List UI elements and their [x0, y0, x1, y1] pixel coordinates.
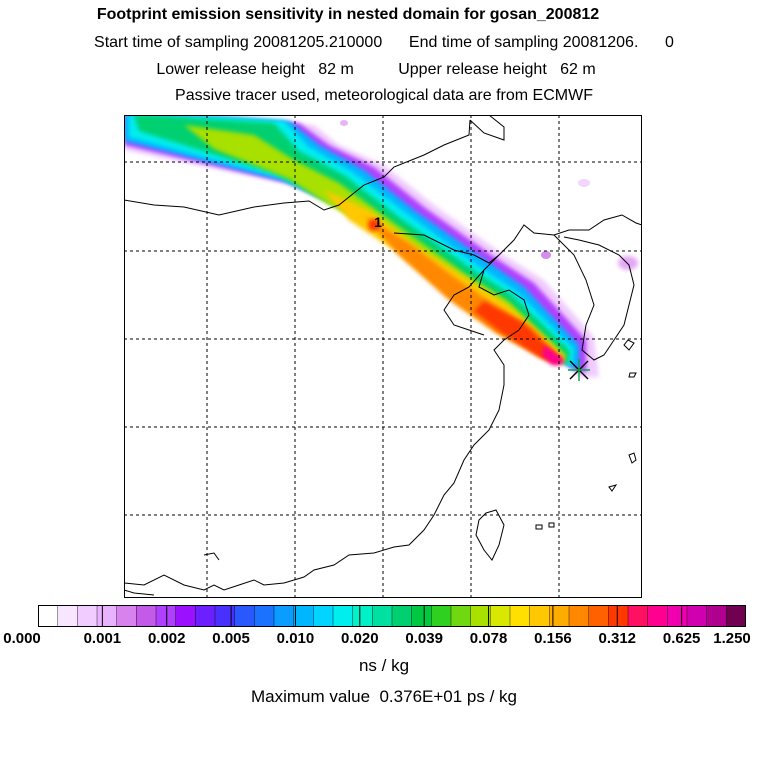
- colorbar-cell: [96, 605, 118, 627]
- colorbar-cell: [38, 605, 59, 627]
- colorbar-cell: [706, 605, 728, 627]
- colorbar-cell: [175, 605, 197, 627]
- colorbar-cell: [470, 605, 492, 627]
- colorbar-cell: [529, 605, 551, 627]
- colorbar-tick-label: 0.078: [469, 630, 508, 647]
- colorbar-cell: [726, 605, 746, 627]
- colorbar-cell: [431, 605, 452, 627]
- colorbar-cell: [450, 605, 472, 627]
- colorbar-tick-label: 0.001: [83, 630, 122, 647]
- plot-title: Footprint emission sensitivity in nested…: [96, 6, 600, 23]
- colorbar-cell: [667, 605, 688, 627]
- colorbar-tick-label: 0.039: [405, 630, 443, 647]
- colorbar-cell: [568, 605, 590, 627]
- x-marker-icon: [568, 359, 590, 381]
- colorbar-tick-labels: 0.000 0.001 0.002 0.005 0.010 0.020 0.039 0.078…: [0, 630, 768, 650]
- colorbar-cell: [411, 605, 433, 627]
- colorbar-cell: [77, 605, 98, 627]
- colorbar-cell: [549, 605, 570, 627]
- colorbar-cell: [490, 605, 511, 627]
- release-height-line: Lower release height 82 m Upper release …: [156, 61, 596, 78]
- sampling-time-line: Start time of sampling 20081205.210000 E…: [94, 34, 674, 51]
- maximum-value: Maximum value 0.376E+01 ps / kg: [251, 687, 517, 706]
- colorbar-cell: [155, 605, 177, 627]
- colorbar-cell: [293, 605, 315, 627]
- colorbar-cell: [372, 605, 393, 627]
- colorbar-cell: [313, 605, 334, 627]
- colorbar-tick-label: 0.000: [3, 630, 41, 647]
- colorbar-cell: [647, 605, 669, 627]
- colorbar-tick-label: 0.625: [662, 630, 701, 647]
- colorbar-tick-label: 0.005: [212, 630, 250, 647]
- colorbar-tick-label: 1.250: [713, 630, 751, 647]
- colorbar-tick-label: 0.156: [534, 630, 572, 647]
- colorbar: [38, 605, 746, 627]
- colorbar-cell: [588, 605, 610, 627]
- colorbar-tick-label: 0.312: [598, 630, 637, 647]
- colorbar-cell: [352, 605, 374, 627]
- colorbar-unit: ns / kg: [358, 656, 410, 675]
- center-label: 1: [374, 214, 382, 230]
- colorbar-cell: [234, 605, 256, 627]
- colorbar-cell: [332, 605, 354, 627]
- colorbar-cell: [608, 605, 629, 627]
- colorbar-tick-label: 0.002: [147, 630, 186, 647]
- colorbar-tick-label: 0.020: [341, 630, 379, 647]
- lat-lon-grid: [124, 115, 642, 598]
- colorbar-cell: [254, 605, 275, 627]
- footprint-map: 1: [124, 115, 642, 598]
- colorbar-cell: [116, 605, 138, 627]
- colorbar-cell: [686, 605, 708, 627]
- tracer-info-line: Passive tracer used, meteorological data…: [175, 87, 593, 104]
- colorbar-cell: [214, 605, 236, 627]
- colorbar-cell: [509, 605, 531, 627]
- colorbar-cell: [136, 605, 157, 627]
- colorbar-cell: [627, 605, 649, 627]
- map-frame: [124, 115, 642, 598]
- colorbar-cell: [57, 605, 79, 627]
- colorbar-cell: [195, 605, 216, 627]
- colorbar-cell: [391, 605, 413, 627]
- colorbar-tick-label: 0.010: [276, 630, 315, 647]
- colorbar-cell: [273, 605, 295, 627]
